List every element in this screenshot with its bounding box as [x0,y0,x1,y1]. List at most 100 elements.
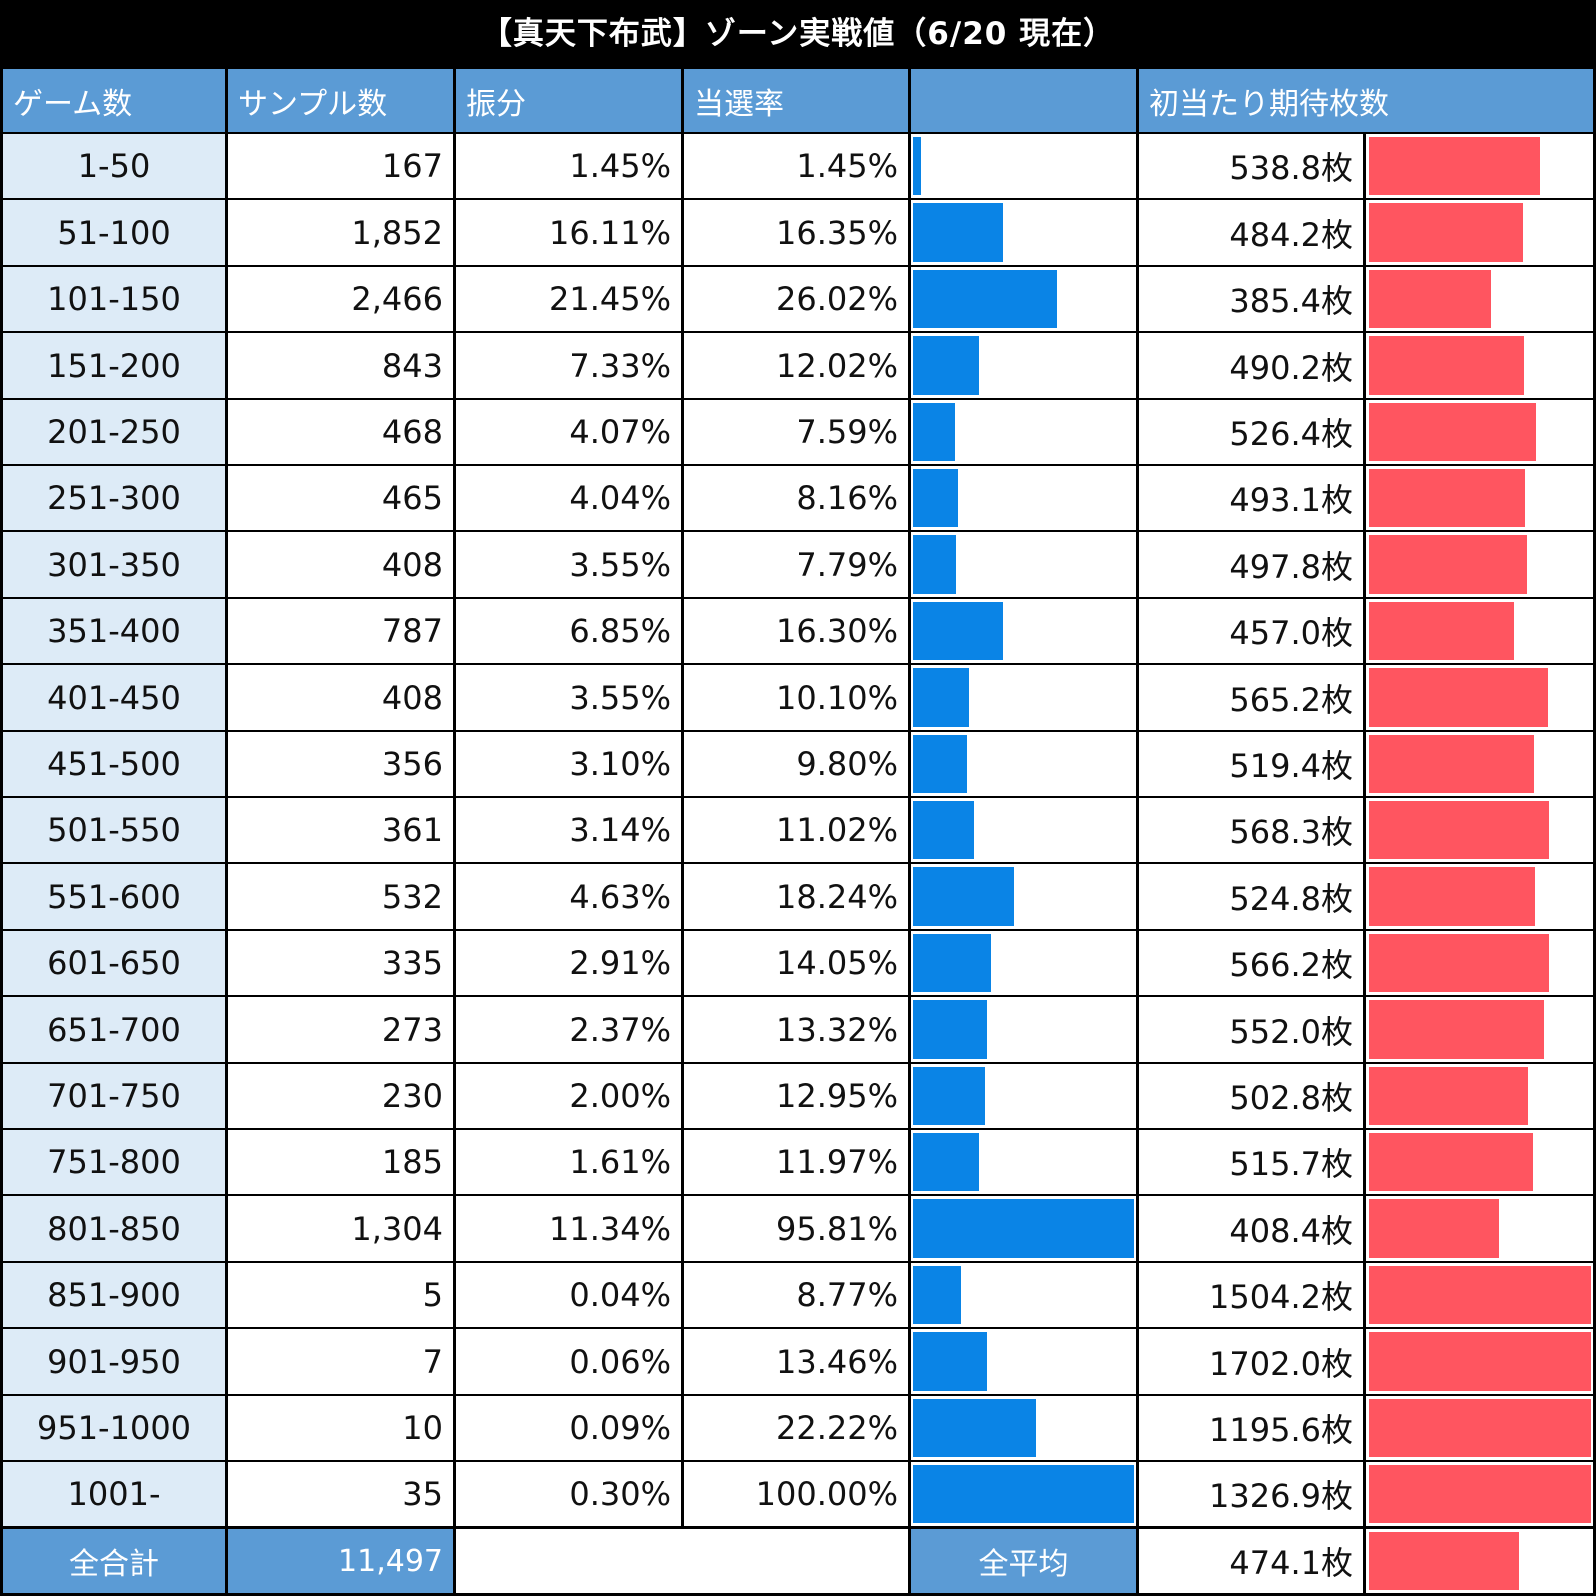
win-rate-bar [913,1332,988,1391]
win-rate-value: 100.00% [684,1462,908,1526]
win-rate-bar [913,270,1057,328]
distribution-value: 2.91% [456,931,681,995]
win-rate-bar [913,1266,962,1324]
expected-medals-bar [1369,602,1514,660]
win-rate-bar [913,1199,1134,1258]
header-expected-medals: 初当たり期待枚数 [1139,69,1593,132]
zone-label: 501-550 [3,798,225,862]
expected-medals-bar [1369,1000,1545,1059]
sample-count: 230 [228,1064,453,1128]
zone-label: 251-300 [3,466,225,530]
header-win-rate-bar [911,69,1136,132]
total-value: 11,497 [228,1529,453,1593]
header-distribution: 振分 [456,69,681,132]
sample-count: 335 [228,931,453,995]
distribution-value: 7.33% [456,333,681,398]
distribution-value: 3.10% [456,732,681,796]
expected-medals-value: 497.8枚 [1139,532,1363,597]
page-title: 【真天下布武】ゾーン実戦値（6/20 現在） [0,0,1596,60]
expected-medals-bar [1369,1266,1591,1324]
expected-medals-value: 526.4枚 [1139,400,1363,464]
zone-label: 701-750 [3,1064,225,1128]
expected-medals-bar [1369,1133,1533,1191]
expected-medals-value: 484.2枚 [1139,200,1363,265]
sample-count: 356 [228,732,453,796]
expected-medals-value: 519.4枚 [1139,732,1363,796]
expected-medals-value: 515.7枚 [1139,1130,1363,1194]
sample-count: 468 [228,400,453,464]
sample-count: 787 [228,599,453,663]
zone-label: 751-800 [3,1130,225,1194]
zone-label: 551-600 [3,864,225,929]
win-rate-bar [913,867,1014,926]
distribution-value: 1.45% [456,134,681,198]
expected-medals-bar [1369,1465,1591,1523]
expected-medals-value: 1195.6枚 [1139,1396,1363,1460]
zone-label: 401-450 [3,665,225,730]
expected-medals-value: 538.8枚 [1139,134,1363,198]
zone-label: 301-350 [3,532,225,597]
sample-count: 465 [228,466,453,530]
win-rate-value: 26.02% [684,267,908,331]
distribution-value: 11.34% [456,1196,681,1261]
win-rate-bar [913,1465,1134,1523]
distribution-value: 4.07% [456,400,681,464]
zone-label: 1-50 [3,134,225,198]
win-rate-bar [913,801,974,859]
expected-medals-value: 565.2枚 [1139,665,1363,730]
header-game-count: ゲーム数 [3,69,225,132]
distribution-value: 16.11% [456,200,681,265]
zone-label: 201-250 [3,400,225,464]
win-rate-value: 13.32% [684,997,908,1062]
sample-count: 408 [228,532,453,597]
win-rate-value: 9.80% [684,732,908,796]
win-rate-value: 8.77% [684,1263,908,1327]
expected-medals-value: 1326.9枚 [1139,1462,1363,1526]
win-rate-value: 1.45% [684,134,908,198]
win-rate-value: 18.24% [684,864,908,929]
sample-count: 1,852 [228,200,453,265]
expected-medals-bar [1369,270,1492,328]
win-rate-bar [913,1133,980,1191]
expected-medals-value: 385.4枚 [1139,267,1363,331]
win-rate-bar [913,137,921,195]
zone-label: 351-400 [3,599,225,663]
expected-medals-bar [1369,403,1536,461]
total-label: 全合計 [3,1529,225,1593]
win-rate-value: 22.22% [684,1396,908,1460]
distribution-value: 2.00% [456,1064,681,1128]
win-rate-value: 12.02% [684,333,908,398]
distribution-value: 2.37% [456,997,681,1062]
header-win-rate: 当選率 [684,69,908,132]
win-rate-bar [913,469,959,527]
win-rate-value: 14.05% [684,931,908,995]
expected-medals-value: 1702.0枚 [1139,1329,1363,1394]
expected-medals-value: 566.2枚 [1139,931,1363,995]
win-rate-value: 16.35% [684,200,908,265]
zone-label: 451-500 [3,732,225,796]
win-rate-bar [913,668,969,727]
zone-label: 601-650 [3,931,225,995]
win-rate-bar [913,535,957,594]
distribution-value: 1.61% [456,1130,681,1194]
win-rate-value: 11.97% [684,1130,908,1194]
expected-medals-bar [1369,668,1549,727]
win-rate-value: 7.79% [684,532,908,597]
sample-count: 273 [228,997,453,1062]
sample-count: 408 [228,665,453,730]
win-rate-bar [913,1067,985,1125]
expected-medals-bar [1369,1067,1529,1125]
sample-count: 5 [228,1263,453,1327]
win-rate-bar [913,934,991,992]
expected-medals-bar [1369,535,1527,594]
expected-medals-value: 568.3枚 [1139,798,1363,862]
expected-medals-bar [1369,336,1525,395]
sample-count: 532 [228,864,453,929]
zone-label: 901-950 [3,1329,225,1394]
expected-medals-value: 493.1枚 [1139,466,1363,530]
expected-medals-bar [1369,203,1523,262]
sample-count: 185 [228,1130,453,1194]
sample-count: 7 [228,1329,453,1394]
expected-medals-bar [1369,934,1549,992]
distribution-value: 3.14% [456,798,681,862]
